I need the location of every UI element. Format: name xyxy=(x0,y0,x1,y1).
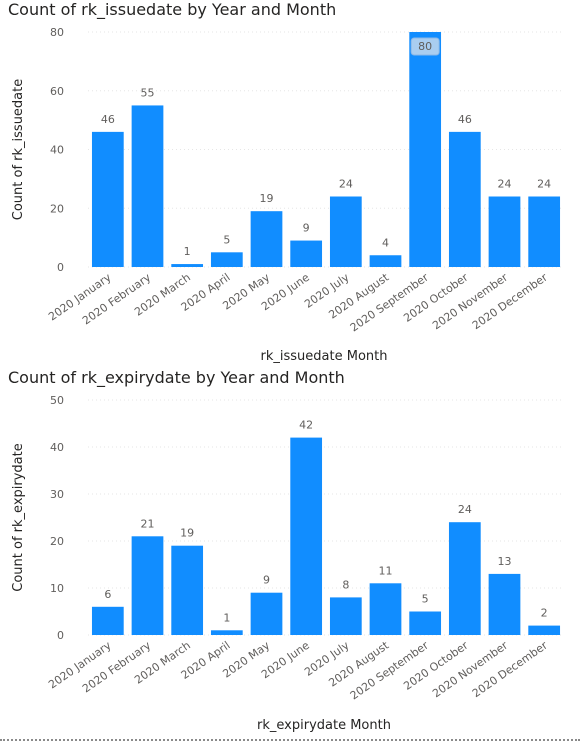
y-axis-title: Count of rk_issuedate xyxy=(11,79,26,220)
data-label: 8 xyxy=(342,578,349,591)
bar[interactable] xyxy=(131,536,164,635)
y-tick-label: 40 xyxy=(50,144,64,157)
bar[interactable] xyxy=(250,592,283,635)
issuedate-chart-visual[interactable]: Count of rk_issuedate by Year and Month … xyxy=(0,0,580,370)
bar[interactable] xyxy=(131,105,164,267)
y-tick-label: 60 xyxy=(50,85,64,98)
y-tick-label: 30 xyxy=(50,488,64,501)
data-label: 55 xyxy=(141,86,155,99)
y-tick-label: 40 xyxy=(50,441,64,454)
bar[interactable] xyxy=(409,611,442,636)
bar[interactable] xyxy=(448,131,481,267)
expirydate-chart-visual[interactable]: Count of rk_expirydate by Year and Month… xyxy=(0,368,580,740)
bar[interactable] xyxy=(290,437,323,635)
data-label: 13 xyxy=(498,555,512,568)
y-tick-label: 80 xyxy=(50,26,64,39)
bar[interactable] xyxy=(210,252,243,267)
y-tick-label: 10 xyxy=(50,582,64,595)
y-tick-label: 0 xyxy=(57,629,64,642)
bar[interactable] xyxy=(171,545,204,635)
bar[interactable] xyxy=(91,606,124,635)
data-label: 1 xyxy=(184,245,191,258)
x-axis-title: rk_expirydate Month xyxy=(257,718,391,733)
data-label: 5 xyxy=(422,593,429,606)
data-label: 46 xyxy=(458,113,472,126)
data-label: 24 xyxy=(498,178,512,191)
data-label: 19 xyxy=(180,527,194,540)
data-label: 24 xyxy=(458,503,472,516)
data-label: 42 xyxy=(299,419,313,432)
y-tick-label: 0 xyxy=(57,261,64,274)
chart-title: Count of rk_issuedate by Year and Month xyxy=(8,0,337,19)
x-axis-title: rk_issuedate Month xyxy=(261,349,388,364)
y-tick-label: 20 xyxy=(50,202,64,215)
x-tick-label: 2020 December xyxy=(470,639,550,701)
data-label: 46 xyxy=(101,113,115,126)
bar[interactable] xyxy=(369,583,402,635)
x-tick-label: 2020 February xyxy=(80,271,154,328)
data-label: 5 xyxy=(223,233,230,246)
x-tick-label: 2020 February xyxy=(80,639,154,696)
x-tick-label: 2020 December xyxy=(470,271,550,333)
visual-border xyxy=(0,739,580,741)
bar[interactable] xyxy=(171,264,204,267)
bar[interactable] xyxy=(369,255,402,267)
bar[interactable] xyxy=(488,196,521,268)
bar[interactable] xyxy=(91,131,124,267)
bar[interactable] xyxy=(250,211,283,267)
data-label: 11 xyxy=(379,564,393,577)
chart-title: Count of rk_expirydate by Year and Month xyxy=(8,368,345,387)
bar[interactable] xyxy=(210,630,243,635)
data-label: 24 xyxy=(537,178,551,191)
bar[interactable] xyxy=(448,522,481,635)
data-label: 9 xyxy=(303,222,310,235)
data-label: 24 xyxy=(339,178,353,191)
data-label: 4 xyxy=(382,236,389,249)
bar[interactable] xyxy=(528,196,561,268)
data-label: 19 xyxy=(260,192,274,205)
data-label: 1 xyxy=(223,611,230,624)
data-label: 21 xyxy=(141,517,155,530)
bar[interactable] xyxy=(528,625,561,635)
y-tick-label: 50 xyxy=(50,394,64,407)
bar[interactable] xyxy=(488,573,521,635)
y-axis-title: Count of rk_expirydate xyxy=(11,443,26,591)
data-label: 6 xyxy=(104,588,111,601)
data-label: 2 xyxy=(541,607,548,620)
data-label: 80 xyxy=(418,40,432,53)
bar[interactable] xyxy=(329,196,362,268)
data-label: 9 xyxy=(263,574,270,587)
bar[interactable] xyxy=(290,240,323,267)
y-tick-label: 20 xyxy=(50,535,64,548)
bar[interactable] xyxy=(409,32,442,267)
data-label-background xyxy=(410,37,440,56)
bar[interactable] xyxy=(329,597,362,635)
